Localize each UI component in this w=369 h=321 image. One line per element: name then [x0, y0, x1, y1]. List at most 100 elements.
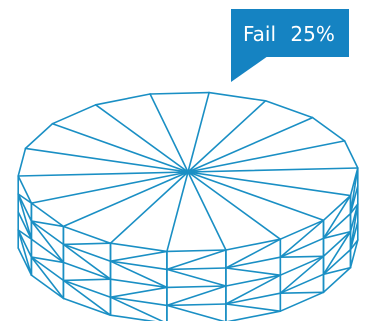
pie-layer-edge	[226, 310, 282, 321]
callout-box	[231, 9, 349, 57]
pie-layer-edge	[349, 239, 359, 269]
pie-layer-edge	[62, 243, 112, 263]
pie-top-rim-edge	[94, 93, 151, 106]
pie-wall-diagonal	[30, 256, 65, 300]
pie-layer-edge	[279, 273, 325, 295]
pie-wall-diagonal	[322, 230, 352, 276]
svg-text:Fail 25%: Fail 25%	[243, 22, 335, 46]
pie-layer-edge	[166, 285, 227, 289]
pie-slice-spoke	[30, 171, 189, 204]
pie-wall-diagonal	[322, 194, 352, 240]
pie-layer-edge	[17, 211, 33, 240]
pie-wall-diagonal	[62, 279, 112, 317]
pie-slice-spoke	[17, 171, 189, 177]
pie-layer-edge	[30, 274, 65, 300]
pie-wall-diagonal	[17, 229, 33, 276]
pie-layer-edge	[225, 256, 282, 269]
pie-layer-edge	[109, 314, 156, 321]
pie-wall-diagonal	[279, 291, 325, 295]
pie-wall-diagonal	[279, 255, 325, 295]
pie-wall-diagonal	[109, 286, 168, 299]
pie-wall-diagonal	[109, 250, 168, 263]
pie-wall-diagonal	[225, 267, 282, 277]
pie-layer-edge	[17, 247, 33, 276]
pie-slice-spoke	[187, 171, 325, 222]
pie-top-rim-edge	[322, 194, 352, 222]
pie-top-rim-edge	[149, 91, 210, 95]
pie-top-rim-edge	[343, 140, 359, 169]
pie-wall-diagonal	[349, 203, 359, 215]
pie-layer-edge	[17, 229, 33, 258]
pie-slice-spoke	[187, 167, 359, 173]
pie-layer-edge	[225, 292, 282, 305]
pie-slice-spoke	[187, 100, 267, 173]
pie-layer-edge	[62, 297, 112, 317]
pie-layer-edge	[109, 296, 168, 307]
pie-slice-spoke	[187, 171, 227, 251]
pie-wall-diagonal	[17, 193, 33, 240]
pie-slice-spoke	[109, 171, 189, 244]
pie-top-rim-edge	[279, 219, 325, 240]
pie-slice-spoke	[149, 93, 189, 173]
pie-wall-diagonal	[349, 203, 359, 251]
fail-callout: Fail 25%	[231, 9, 349, 82]
pie-wall-diagonal	[322, 266, 352, 276]
pie-wall-diagonal	[17, 193, 33, 204]
pie-layer-edge	[62, 261, 112, 281]
pie-wall-diagonal	[166, 268, 227, 287]
pie-layer-edge	[279, 255, 325, 277]
pie-wall-diagonal	[225, 303, 282, 313]
pie-top-rim-edge	[62, 225, 112, 244]
callout-label: Fail	[243, 22, 276, 46]
pie-wall-diagonal	[30, 256, 65, 264]
pie-wall-diagonal	[30, 220, 65, 228]
pie-layer-edge	[62, 279, 112, 299]
pie-wall-diagonal	[109, 260, 168, 289]
pie-wireframe	[17, 91, 359, 321]
pie-wall-diagonal	[166, 249, 227, 271]
pie-top-rim-edge	[311, 116, 346, 142]
pie-top-rim-edge	[225, 238, 282, 251]
callout-value: 25%	[290, 22, 334, 46]
pie-top-rim-edge	[17, 147, 27, 177]
pie-layer-edge	[322, 212, 352, 240]
pie-wall-diagonal	[109, 296, 164, 321]
pie-wall-diagonal	[166, 285, 227, 307]
pie-slice-spoke	[94, 104, 189, 173]
pie-slice-spoke	[187, 171, 352, 197]
pie-slice-spoke	[187, 91, 210, 173]
pie-wall-diagonal	[166, 304, 226, 321]
pie-layer-edge	[279, 291, 325, 313]
pie-layer-edge	[30, 220, 65, 246]
pie-slice-spoke	[187, 171, 282, 240]
pie-slice-spoke	[51, 122, 189, 173]
pie-slice-spoke	[24, 147, 189, 173]
pie-slice-spoke	[62, 171, 189, 228]
pie-layer-edge	[322, 248, 352, 276]
pie-layer-edge	[30, 238, 65, 264]
pie-top-rim-edge	[51, 104, 97, 125]
pie-wall-diagonal	[62, 242, 112, 246]
pie-layer-edge	[322, 266, 352, 294]
pie-top-rim-edge	[208, 91, 267, 102]
pie-slice-spoke	[187, 140, 346, 173]
pie-layer-edge	[166, 303, 227, 307]
pie-layer-edge	[225, 274, 282, 287]
callout-pointer	[231, 56, 268, 82]
pie-wall-diagonal	[225, 238, 282, 269]
pie-layer-edge	[109, 278, 168, 289]
pie-layer-edge	[30, 256, 65, 282]
pie-wall-diagonal	[349, 239, 359, 251]
pie-layer-edge	[166, 267, 227, 271]
pie-layer-edge	[279, 237, 325, 259]
pie-wall-diagonal	[279, 255, 325, 259]
pie-slice-spoke	[166, 171, 189, 253]
pie-wall-diagonal	[62, 243, 112, 281]
pie-layer-edge	[109, 260, 168, 271]
pie-top-rim-edge	[166, 249, 227, 253]
pie-top-rim-edge	[24, 122, 54, 150]
pie-top-rim-edge	[264, 100, 314, 119]
pie-wall-diagonal	[225, 274, 282, 305]
pie-wall-diagonal	[17, 229, 33, 240]
